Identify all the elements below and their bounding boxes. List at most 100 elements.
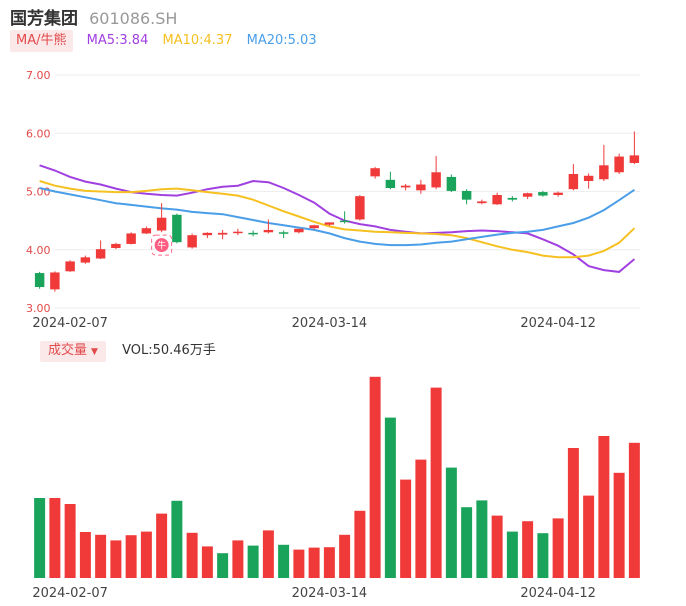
candle-body xyxy=(50,272,60,290)
volume-bar xyxy=(537,533,549,578)
candle-body xyxy=(629,155,640,163)
candle-body xyxy=(339,220,350,223)
candle-body xyxy=(583,175,594,182)
volume-bar xyxy=(34,498,46,578)
volume-bar xyxy=(293,549,305,578)
ma20-line xyxy=(39,187,635,247)
volume-bar xyxy=(95,534,107,578)
bull-marker-icon[interactable]: 牛 xyxy=(151,234,173,256)
volume-bar xyxy=(415,459,427,578)
candle-body xyxy=(461,190,472,200)
volume-bar xyxy=(232,540,244,578)
candle-body xyxy=(492,194,502,205)
volume-bar xyxy=(171,500,183,578)
candle-body xyxy=(370,168,380,177)
candle-body xyxy=(111,243,121,249)
candle-body xyxy=(599,165,609,180)
ma10-label: MA10:4.37 xyxy=(162,33,233,48)
volume-bar xyxy=(278,544,290,578)
ma5-label: MA5:3.84 xyxy=(86,33,149,48)
ma-indicator-selector[interactable]: MA/牛熊 xyxy=(10,30,73,52)
volume-bar xyxy=(400,479,412,578)
volume-x-tick-label: 2024-04-12 xyxy=(520,586,596,601)
candle-body xyxy=(34,273,45,288)
volume-bar xyxy=(552,518,564,578)
volume-tag-label: 成交量 xyxy=(48,343,88,358)
candle-body xyxy=(95,249,106,259)
volume-bar xyxy=(583,495,595,578)
price-x-tick-label: 2024-04-12 xyxy=(520,316,596,331)
candle-body xyxy=(568,174,579,190)
candle-body xyxy=(65,261,75,272)
candle-body xyxy=(446,176,457,191)
stock-code: 601086.SH xyxy=(89,9,178,28)
volume-bar xyxy=(64,504,76,578)
candle-body xyxy=(217,232,228,235)
stock-header: 国芳集团 601086.SH xyxy=(10,4,178,29)
candle-body xyxy=(553,192,563,195)
candle-body xyxy=(263,229,274,233)
volume-bar xyxy=(262,530,274,578)
candle-body xyxy=(507,197,518,200)
volume-indicator-selector[interactable]: 成交量 ▼ xyxy=(40,341,106,362)
candle-body xyxy=(80,257,91,263)
candle-body xyxy=(477,201,487,204)
candle-body xyxy=(522,193,533,197)
volume-bar xyxy=(308,547,320,578)
candle-body xyxy=(309,225,319,229)
candle-body xyxy=(538,192,548,196)
candle-body xyxy=(156,217,167,231)
volume-bar xyxy=(217,553,229,578)
candle-body xyxy=(233,231,243,234)
caret-down-icon: ▼ xyxy=(91,347,98,357)
volume-bar xyxy=(110,540,122,578)
volume-bar xyxy=(613,472,625,578)
volume-bar xyxy=(201,546,213,578)
y-tick-label: 4.00 xyxy=(26,244,51,257)
candle-body xyxy=(278,232,289,234)
ma5-line xyxy=(39,164,636,273)
volume-bar xyxy=(186,532,198,578)
volume-bar xyxy=(323,547,335,578)
volume-bar xyxy=(476,500,488,578)
candle-body xyxy=(172,214,182,243)
candle-body xyxy=(416,184,426,191)
volume-bar xyxy=(506,531,518,578)
candle-body xyxy=(294,228,304,233)
candle-body xyxy=(355,196,365,220)
candle-body xyxy=(431,172,441,188)
volume-bar xyxy=(628,442,640,578)
volume-bar xyxy=(125,535,137,578)
price-x-tick-label: 2024-02-07 xyxy=(32,316,108,331)
stock-name: 国芳集团 xyxy=(10,9,78,29)
volume-x-tick-label: 2024-02-07 xyxy=(32,586,108,601)
volume-bar xyxy=(491,515,503,578)
volume-bar xyxy=(598,436,610,578)
volume-bar xyxy=(49,498,61,578)
volume-bar xyxy=(445,467,457,578)
svg-text:牛: 牛 xyxy=(157,240,166,252)
volume-bar xyxy=(247,545,259,578)
volume-legend: 成交量 ▼ VOL:50.46万手 xyxy=(40,341,216,363)
volume-x-tick-label: 2024-03-14 xyxy=(292,586,368,601)
price-x-tick-label: 2024-03-14 xyxy=(292,316,368,331)
candle-body xyxy=(141,228,152,234)
candle-body xyxy=(385,179,396,189)
volume-value: VOL:50.46万手 xyxy=(122,343,216,358)
y-tick-label: 5.00 xyxy=(26,186,51,199)
candle-body xyxy=(202,232,213,236)
y-tick-label: 6.00 xyxy=(26,127,51,140)
candle-body xyxy=(248,232,258,235)
candle-body xyxy=(126,233,136,244)
volume-bar xyxy=(384,417,396,578)
candle-body xyxy=(324,222,335,225)
volume-bar xyxy=(339,534,351,578)
ma10-line xyxy=(39,180,636,259)
volume-bar xyxy=(430,387,442,578)
candle-body xyxy=(400,185,411,188)
volume-bar xyxy=(140,531,152,578)
volume-bar xyxy=(369,376,381,578)
volume-bar xyxy=(156,513,168,578)
volume-bar xyxy=(567,448,579,578)
